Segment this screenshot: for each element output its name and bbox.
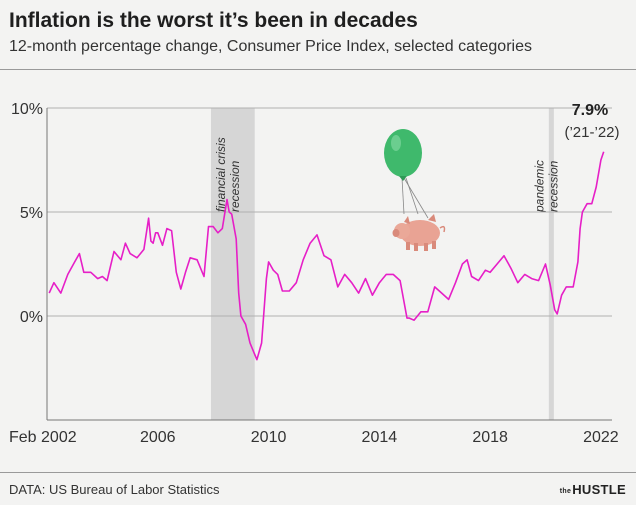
brand-logo: theHUSTLE <box>560 482 626 497</box>
recession-band <box>548 108 554 420</box>
source-note: DATA: US Bureau of Labor Statistics <box>9 482 220 497</box>
brand-prefix: the <box>559 488 572 495</box>
recession-label: financial crisisrecession <box>214 137 242 212</box>
y-tick-label: 10% <box>11 101 43 118</box>
recession-band <box>210 108 255 420</box>
x-tick-label: 2014 <box>362 429 398 446</box>
y-tick-label: 5% <box>20 205 43 222</box>
recession-label-line: recession <box>546 160 560 212</box>
x-tick-label: 2022 <box>583 429 619 446</box>
x-tick-label: Feb 2002 <box>9 429 77 446</box>
balloon-icon <box>384 129 422 181</box>
cpi-series-line <box>48 151 605 361</box>
bottom-divider <box>0 472 636 473</box>
latest-period-label: (’21-’22) <box>564 124 619 141</box>
x-tick-label: 2006 <box>140 429 176 446</box>
x-tick-label: 2018 <box>472 429 508 446</box>
x-tick-label: 2010 <box>251 429 287 446</box>
axes <box>46 108 612 421</box>
recession-label-line: recession <box>228 160 242 212</box>
recession-bands: financial crisisrecession pandemicrecessi… <box>210 108 560 420</box>
recession-label-line: pandemic <box>532 160 546 213</box>
top-divider <box>0 69 636 70</box>
annotations: 7.9% (’21-’22) <box>564 102 619 141</box>
recession-label: pandemicrecession <box>532 160 560 213</box>
recession-label-line: financial crisis <box>214 137 228 212</box>
latest-value-label: 7.9% <box>572 102 608 119</box>
pig-icon <box>392 214 446 251</box>
data-series <box>48 151 605 361</box>
chart-title: Inflation is the worst it’s been in deca… <box>9 9 418 32</box>
tick-labels: 10% 5% 0% Feb 2002 2006 2010 2014 2018 2022 <box>9 101 619 446</box>
brand-name: HUSTLE <box>572 482 626 497</box>
balloon-pig-illustration <box>384 129 446 251</box>
gridlines <box>47 107 612 317</box>
y-tick-label: 0% <box>20 309 43 326</box>
chart-subtitle: 12-month percentage change, Consumer Pri… <box>9 38 532 55</box>
